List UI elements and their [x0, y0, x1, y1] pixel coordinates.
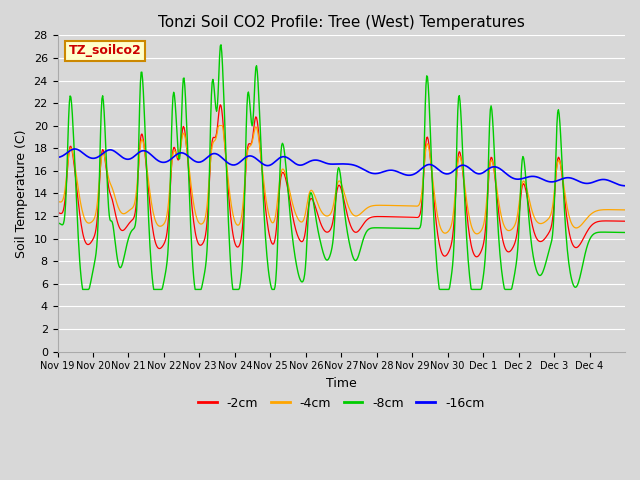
- -2cm: [253, 119, 261, 124]
- -4cm: [473, 231, 481, 237]
- -2cm: [401, 214, 408, 220]
- -8cm: [121, 251, 129, 256]
- -8cm: [79, 287, 86, 292]
- -4cm: [275, 186, 283, 192]
- -4cm: [54, 199, 61, 204]
- -8cm: [54, 220, 61, 226]
- -8cm: [621, 229, 629, 235]
- -16cm: [433, 165, 440, 171]
- -16cm: [54, 155, 61, 160]
- -8cm: [217, 42, 225, 48]
- -16cm: [70, 146, 78, 152]
- -4cm: [120, 211, 128, 216]
- -8cm: [226, 250, 234, 255]
- -4cm: [215, 123, 223, 129]
- -2cm: [54, 210, 61, 216]
- -16cm: [401, 172, 408, 178]
- -4cm: [433, 206, 440, 212]
- -16cm: [621, 183, 629, 189]
- Title: Tonzi Soil CO2 Profile: Tree (West) Temperatures: Tonzi Soil CO2 Profile: Tree (West) Temp…: [158, 15, 525, 30]
- -4cm: [621, 207, 629, 213]
- -2cm: [225, 198, 233, 204]
- -4cm: [253, 127, 261, 132]
- -2cm: [216, 102, 224, 108]
- -2cm: [120, 227, 128, 233]
- Text: TZ_soilco2: TZ_soilco2: [69, 44, 141, 57]
- -8cm: [433, 266, 441, 272]
- -16cm: [225, 161, 233, 167]
- -2cm: [472, 254, 480, 260]
- -8cm: [401, 226, 409, 231]
- -8cm: [254, 80, 262, 85]
- Y-axis label: Soil Temperature (C): Soil Temperature (C): [15, 129, 28, 258]
- -16cm: [253, 156, 261, 162]
- -8cm: [276, 181, 284, 187]
- Line: -4cm: -4cm: [58, 126, 625, 234]
- -2cm: [433, 221, 440, 227]
- Line: -8cm: -8cm: [58, 45, 625, 289]
- X-axis label: Time: Time: [326, 377, 356, 390]
- -2cm: [621, 218, 629, 224]
- -16cm: [121, 156, 129, 162]
- -2cm: [275, 196, 283, 202]
- -4cm: [225, 186, 233, 192]
- -4cm: [401, 203, 408, 209]
- Line: -2cm: -2cm: [58, 105, 625, 257]
- Line: -16cm: -16cm: [58, 149, 625, 186]
- Legend: -2cm, -4cm, -8cm, -16cm: -2cm, -4cm, -8cm, -16cm: [193, 392, 490, 415]
- -16cm: [275, 156, 283, 161]
